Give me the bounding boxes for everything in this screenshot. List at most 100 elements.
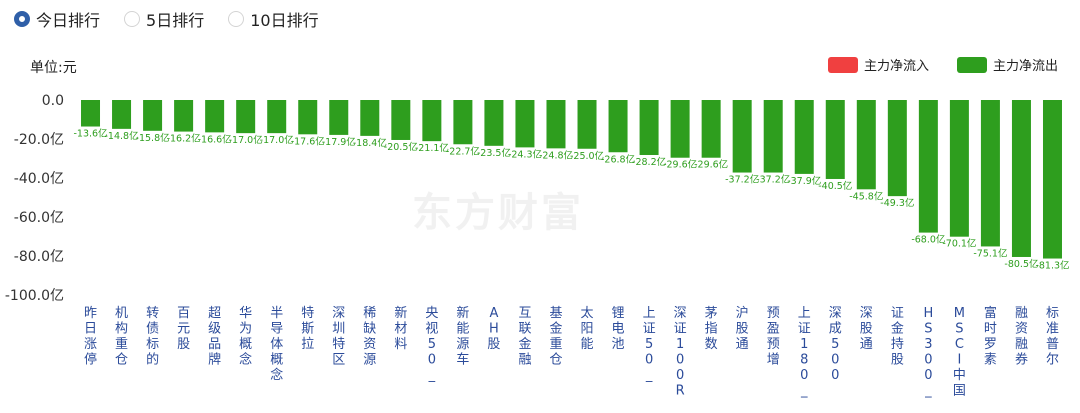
bar[interactable] [763, 100, 783, 173]
bar[interactable] [980, 100, 1000, 247]
bar[interactable] [1011, 100, 1031, 257]
radio-10day[interactable] [228, 11, 245, 27]
tab-5day[interactable]: 5日排行 [124, 7, 204, 31]
bar[interactable] [391, 100, 411, 140]
bar[interactable] [887, 100, 907, 197]
bar[interactable] [856, 100, 876, 190]
x-tick-label: 稀缺资源 [363, 306, 376, 368]
y-tick-label: -100.0亿 [5, 288, 64, 304]
x-tick-label: 太阳能 [581, 306, 594, 352]
bar[interactable] [267, 100, 287, 134]
x-tick-label: 新材料 [394, 305, 407, 352]
x-tick-label: 超级品牌 [208, 306, 221, 368]
x-tick-label: 转债标的 [146, 306, 159, 368]
bar[interactable] [1042, 100, 1062, 259]
x-axis-labels: 昨日涨停 机构重仓 转债标的 百元股 超级品牌 华为概念 半导体概念 特斯拉 深圳特区 稀缺资源 新… [84, 305, 1059, 399]
bar-value-label: -22.7亿 [446, 145, 480, 157]
bar[interactable] [794, 100, 814, 174]
bar[interactable] [732, 100, 752, 173]
bar-labels: -13.6亿-14.8亿-15.8亿-16.2亿-16.6亿-17.0亿-17.… [73, 128, 1069, 272]
bar-value-label: -29.6亿 [694, 159, 728, 171]
legend: 主力净流入 主力净流出 [828, 57, 1058, 74]
x-tick-label: 锂电池 [612, 306, 625, 352]
bar[interactable] [360, 100, 380, 136]
bar[interactable] [236, 100, 256, 134]
x-tick-label: 融资融券 [1015, 306, 1028, 368]
x-tick-label: 深股通 [860, 306, 873, 352]
bar[interactable] [329, 100, 349, 135]
bar[interactable] [546, 100, 566, 149]
bar-value-label: -45.8亿 [849, 190, 883, 202]
bar-value-label: -80.5亿 [1004, 258, 1038, 270]
x-tick-label: 证金持股 [891, 306, 904, 368]
bar[interactable] [174, 100, 194, 132]
tab-today-label: 今日排行 [36, 11, 101, 30]
bar-value-label: -23.5亿 [477, 147, 511, 159]
y-axis: 0.0 -20.0亿 -40.0亿 -60.0亿 -80.0亿 -100.0亿 [5, 93, 64, 304]
bar-value-label: -17.0亿 [229, 134, 263, 146]
bar-value-label: -37.9亿 [787, 175, 821, 187]
x-tick-label: 深证 1 0 0 R [674, 306, 687, 399]
bar[interactable] [515, 100, 535, 148]
bar[interactable] [701, 100, 721, 158]
x-tick-label: M S C I 中国 [953, 306, 966, 399]
legend-label: 主力净流出 [993, 59, 1058, 74]
bar[interactable] [918, 100, 938, 233]
x-tick-label: H S 3 0 0 _ [923, 306, 933, 399]
x-tick-label: 百元股 [177, 306, 190, 352]
bar[interactable] [453, 100, 473, 145]
x-tick-label: 互联金融 [518, 306, 531, 368]
x-tick-label: 上证 5 0 _ [643, 306, 656, 383]
bar-value-label: -17.9亿 [322, 136, 356, 148]
bar[interactable] [608, 100, 628, 153]
legend-swatch [957, 57, 987, 73]
x-tick-label: 华为概念 [239, 306, 252, 368]
y-tick-label: -20.0亿 [14, 132, 64, 148]
unit-label: 单位:元 [30, 60, 77, 76]
bar-value-label: -40.5亿 [818, 180, 852, 192]
x-tick-label: 富时罗素 [984, 305, 997, 368]
bar-value-label: -15.8亿 [136, 132, 170, 144]
bars [81, 100, 1062, 259]
tab-10day[interactable]: 10日排行 [228, 7, 319, 31]
bar-value-label: -14.8亿 [105, 130, 139, 142]
bar-value-label: -16.2亿 [167, 133, 201, 145]
bar-value-label: -17.0亿 [260, 134, 294, 146]
legend-label: 主力净流入 [864, 59, 929, 74]
bar[interactable] [205, 100, 225, 133]
bar-value-label: -37.2亿 [725, 174, 759, 186]
tab-today[interactable]: 今日排行 [14, 7, 100, 31]
x-tick-label: 半导体概念 [270, 306, 283, 383]
bar[interactable] [81, 100, 101, 127]
bar[interactable] [422, 100, 442, 142]
x-tick-label: 深圳特区 [332, 306, 345, 368]
bar[interactable] [949, 100, 969, 237]
bar[interactable] [143, 100, 163, 131]
bar[interactable] [298, 100, 318, 135]
bar-value-label: -37.2亿 [756, 174, 790, 186]
bar[interactable] [484, 100, 504, 146]
bar-value-label: -18.4亿 [353, 137, 387, 149]
bar[interactable] [825, 100, 845, 179]
bar[interactable] [670, 100, 690, 158]
bar[interactable] [639, 100, 659, 155]
radio-5day[interactable] [124, 11, 141, 27]
tab-10day-label: 10日排行 [250, 11, 319, 30]
x-tick-label: 沪股通 [736, 305, 749, 352]
x-tick-label: 标准普尔 [1046, 306, 1059, 368]
x-tick-label: 特斯拉 [301, 306, 314, 352]
x-tick-label: 预盈预增 [767, 306, 780, 368]
y-tick-label: -60.0亿 [14, 210, 64, 226]
bar-value-label: -81.3亿 [1035, 260, 1069, 272]
y-tick-label: 0.0 [42, 93, 64, 109]
x-tick-label: 央视 5 0 _ [425, 306, 438, 383]
bar-value-label: -70.1亿 [942, 238, 976, 250]
radio-today[interactable] [14, 11, 30, 27]
bar-value-label: -17.6亿 [291, 135, 325, 147]
bar-value-label: -49.3亿 [880, 197, 914, 209]
bar-value-label: -26.8亿 [601, 153, 635, 165]
bar[interactable] [577, 100, 597, 149]
bar[interactable] [112, 100, 132, 129]
